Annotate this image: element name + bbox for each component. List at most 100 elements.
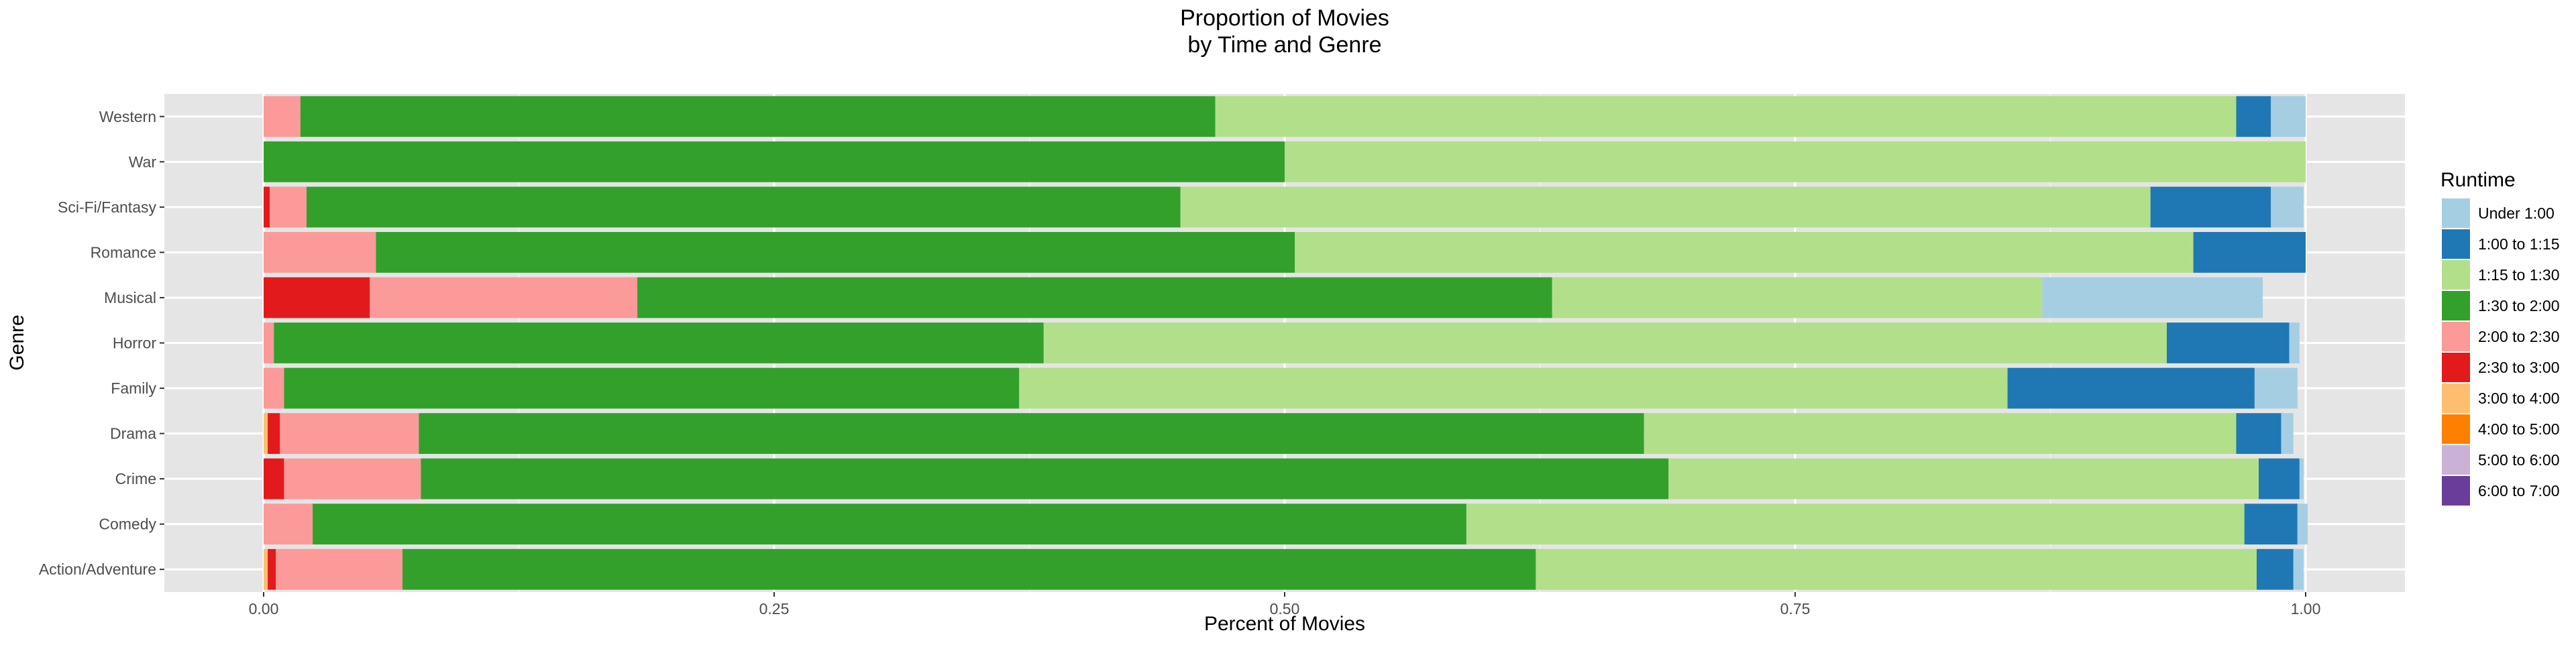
x-tick-label: 1.00 — [2291, 600, 2321, 617]
bar-segment — [264, 277, 370, 318]
bar-segment — [1295, 232, 2194, 273]
bar-segment — [300, 96, 1216, 137]
bar-segment — [2271, 186, 2304, 228]
legend-key — [2442, 260, 2470, 290]
bar-segment — [2236, 413, 2282, 454]
x-tick-label: 0.75 — [1780, 600, 1811, 617]
bar-segment — [2256, 548, 2294, 590]
legend-label: 2:00 to 2:30 — [2478, 328, 2560, 345]
y-tick-label: Action/Adventure — [39, 561, 156, 578]
bar-segment — [2271, 96, 2306, 137]
legend-key — [2442, 291, 2470, 320]
legend-label: 6:00 to 7:00 — [2478, 482, 2560, 499]
bar-segment — [264, 141, 1285, 182]
bar-segment — [2007, 367, 2255, 409]
bar-segment — [2244, 504, 2298, 545]
bar-segment — [2150, 186, 2271, 228]
bar-segment — [1019, 367, 2008, 409]
bar-segment — [419, 413, 1644, 454]
y-axis-title: Genre — [6, 314, 28, 370]
bar-segment — [264, 548, 268, 590]
legend-key — [2442, 322, 2470, 351]
x-axis-title: Percent of Movies — [1204, 613, 1365, 635]
axes: 0.00 0.25 0.50 0.75 1.00 Action/Adventure Come… — [39, 108, 2321, 617]
legend-key — [2442, 229, 2470, 259]
bar-segment — [268, 548, 276, 590]
bar-segment — [274, 322, 1044, 363]
bars — [264, 96, 2308, 590]
bar-segment — [1180, 186, 2151, 228]
bar-segment — [2297, 504, 2308, 545]
bar-segment — [1644, 413, 2237, 454]
y-tick-label: Drama — [110, 425, 156, 443]
legend-label: 5:00 to 6:00 — [2478, 451, 2560, 469]
bar-segment — [1668, 458, 2259, 499]
bar-segment — [264, 367, 284, 409]
legend-label: 4:00 to 5:00 — [2478, 420, 2560, 438]
bar-segment — [264, 96, 301, 137]
bar-segment — [270, 186, 307, 228]
chart-title-line2: by Time and Genre — [1187, 32, 1381, 58]
legend-label: 3:00 to 4:00 — [2478, 390, 2560, 407]
legend-label: 1:00 to 1:15 — [2478, 235, 2560, 253]
bar-segment — [1552, 277, 2043, 318]
bar-segment — [264, 186, 270, 228]
bar-segment — [2254, 367, 2298, 409]
bar-segment — [637, 277, 1552, 318]
bar-segment — [284, 367, 1020, 409]
bar-segment — [376, 232, 1295, 273]
bar-segment — [2042, 277, 2263, 318]
bar-segment — [421, 458, 1669, 499]
legend-key — [2442, 384, 2470, 413]
chart-title-line1: Proportion of Movies — [1180, 5, 1389, 31]
bar-segment — [313, 504, 1466, 545]
y-tick-label: Romance — [91, 243, 156, 261]
bar-segment — [276, 548, 402, 590]
y-tick-label: Sci-Fi/Fantasy — [58, 198, 156, 216]
bar-segment — [264, 458, 284, 499]
x-tick-label: 0.00 — [249, 600, 279, 617]
legend-label: Under 1:00 — [2478, 204, 2555, 222]
legend-label: 1:30 to 2:00 — [2478, 297, 2560, 314]
x-tick-label: 0.50 — [1270, 600, 1300, 617]
bar-segment — [268, 413, 280, 454]
legend-key — [2442, 414, 2470, 444]
bar-segment — [1466, 504, 2245, 545]
legend-title: Runtime — [2440, 169, 2516, 191]
bar-segment — [2258, 458, 2300, 499]
bar-segment — [2236, 96, 2271, 137]
bar-segment — [2281, 413, 2294, 454]
bar-segment — [1215, 96, 2237, 137]
y-tick-label: Crime — [115, 470, 156, 487]
bar-segment — [280, 413, 419, 454]
y-tick-label: Musical — [104, 289, 156, 306]
y-tick-label: War — [129, 153, 157, 170]
bar-segment — [2193, 232, 2306, 273]
legend-label: 1:15 to 1:30 — [2478, 266, 2560, 284]
legend-label: 2:30 to 3:00 — [2478, 359, 2560, 376]
legend: Runtime Under 1:00 1:00 to 1:15 1:15 to 1:3… — [2440, 169, 2560, 506]
bar-segment — [370, 277, 638, 318]
bar-segment — [1285, 141, 2306, 182]
x-tick-label: 0.25 — [759, 600, 790, 617]
bar-segment — [264, 232, 376, 273]
y-tick-label: Comedy — [99, 516, 156, 533]
bar-segment — [264, 322, 274, 363]
legend-key — [2442, 445, 2470, 475]
bar-segment — [2167, 322, 2290, 363]
y-tick-label: Family — [111, 379, 156, 397]
bar-segment — [2289, 322, 2300, 363]
bar-segment — [1536, 548, 2257, 590]
bar-segment — [264, 413, 268, 454]
bar-segment — [284, 458, 421, 499]
bar-segment — [264, 504, 313, 545]
bar-segment — [306, 186, 1181, 228]
y-tick-label: Horror — [113, 335, 157, 352]
bar-segment — [2293, 548, 2304, 590]
bar-segment — [2299, 458, 2304, 499]
bar-segment — [402, 548, 1536, 590]
legend-key — [2442, 198, 2470, 228]
legend-key — [2442, 353, 2470, 382]
